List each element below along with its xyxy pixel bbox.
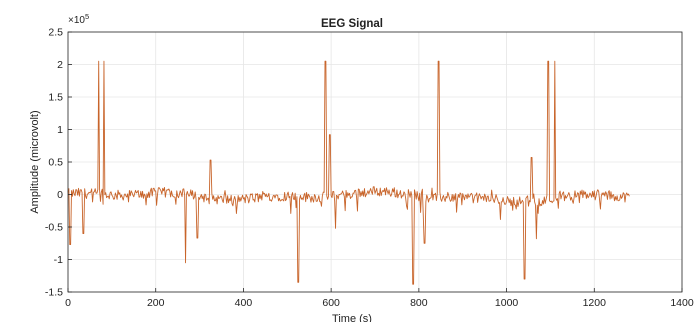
x-tick-label: 0 xyxy=(65,297,71,309)
x-tick-label: 1400 xyxy=(670,297,694,309)
x-tick-label: 200 xyxy=(147,297,165,309)
y-axis-exponent: ×105 xyxy=(68,12,89,26)
y-tick-label: 1 xyxy=(57,124,63,136)
x-axis-ticks: 0 200 400 600 800 1000 1200 1400 xyxy=(65,288,694,309)
y-tick-label: 0 xyxy=(57,189,63,201)
y-axis-ticks: -1.5 -1 -0.5 0 0.5 1 1.5 2 2.5 xyxy=(45,27,72,299)
x-tick-label: 1200 xyxy=(583,297,607,309)
signal-series xyxy=(67,60,630,285)
y-tick-label: -1.5 xyxy=(45,287,63,299)
y-tick-label: -0.5 xyxy=(45,222,63,234)
y-axis-exponent-base: ×10 xyxy=(68,15,85,26)
y-tick-label: 2 xyxy=(57,59,63,71)
eeg-signal-line xyxy=(67,60,630,285)
y-tick-label: 1.5 xyxy=(48,92,63,104)
y-axis-exponent-power: 5 xyxy=(85,12,89,21)
y-tick-label: 2.5 xyxy=(48,27,63,39)
x-axis-label: Time (s) xyxy=(332,313,372,322)
chart-title: EEG Signal xyxy=(321,18,383,30)
x-tick-label: 800 xyxy=(410,297,428,309)
y-axis-label: Amplitude (microvolt) xyxy=(29,110,41,213)
x-tick-label: 1000 xyxy=(495,297,519,309)
y-tick-label: -1 xyxy=(54,254,63,266)
x-tick-label: 400 xyxy=(235,297,253,309)
x-tick-label: 600 xyxy=(322,297,340,309)
y-tick-label: 0.5 xyxy=(48,157,63,169)
